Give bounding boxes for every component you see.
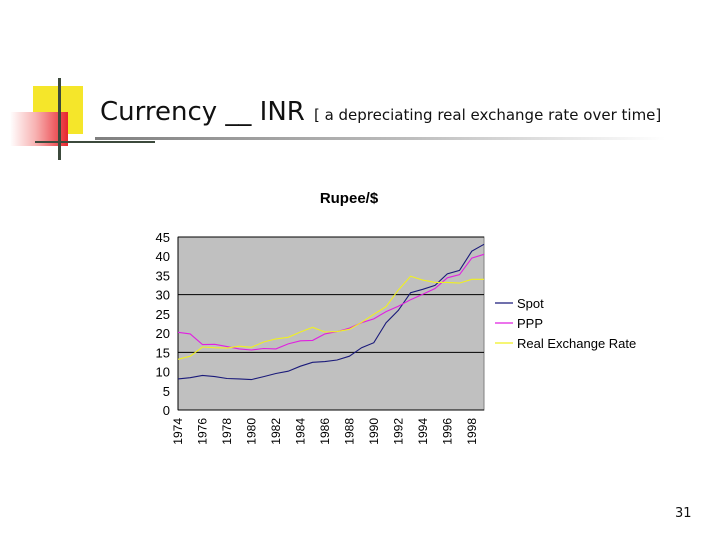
x-tick-label: 1978: [220, 418, 234, 445]
x-tick-label: 1976: [195, 418, 209, 445]
y-tick-label: 40: [156, 249, 170, 264]
x-tick-label: 1990: [367, 418, 381, 445]
y-tick-label: 25: [156, 307, 170, 322]
page-number: 31: [675, 506, 692, 521]
slide-title-subtitle: [ a depreciating real exchange rate over…: [313, 106, 662, 124]
series-line-spot: [177, 243, 485, 381]
legend-label: Real Exchange Rate: [517, 336, 636, 351]
y-tick-label: 15: [156, 345, 170, 360]
title-underline: [95, 137, 665, 140]
slide-title: Currency __ INR [ a depreciating real ex…: [100, 97, 661, 127]
chart-title: Rupee/$: [320, 190, 379, 207]
x-tick-label: 1986: [318, 418, 332, 445]
y-tick-label: 35: [156, 268, 170, 283]
x-tick-label: 1988: [342, 418, 356, 445]
legend-label: Spot: [517, 296, 544, 311]
x-tick-label: 1994: [416, 418, 430, 445]
x-tick-label: 1974: [171, 418, 185, 445]
decor-horizontal-bar: [35, 141, 155, 143]
y-tick-label: 30: [156, 288, 170, 303]
series-line-real-exchange-rate: [177, 275, 484, 360]
decor-vertical-bar: [58, 78, 61, 160]
x-tick-label: 1984: [293, 418, 307, 445]
series-line-ppp: [177, 253, 485, 351]
x-tick-label: 1982: [269, 418, 283, 445]
y-tick-label: 20: [156, 326, 170, 341]
x-tick-label: 1992: [391, 418, 405, 445]
plot-area: [177, 236, 485, 411]
y-tick-label: 5: [163, 384, 170, 399]
x-tick-label: 1996: [440, 418, 454, 445]
x-tick-label: 1980: [244, 418, 258, 445]
y-tick-label: 0: [163, 403, 170, 418]
y-tick-label: 10: [156, 365, 170, 380]
x-tick-label: 1998: [465, 418, 479, 445]
legend-label: PPP: [517, 316, 543, 331]
y-tick-label: 45: [156, 230, 170, 245]
slide-title-main: Currency __ INR: [100, 97, 305, 127]
